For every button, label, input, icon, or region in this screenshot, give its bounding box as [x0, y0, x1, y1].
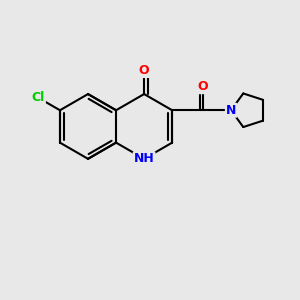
- Text: N: N: [226, 104, 236, 117]
- Text: O: O: [139, 64, 149, 77]
- Text: Cl: Cl: [32, 91, 45, 104]
- Text: NH: NH: [134, 152, 154, 165]
- Text: O: O: [198, 80, 208, 93]
